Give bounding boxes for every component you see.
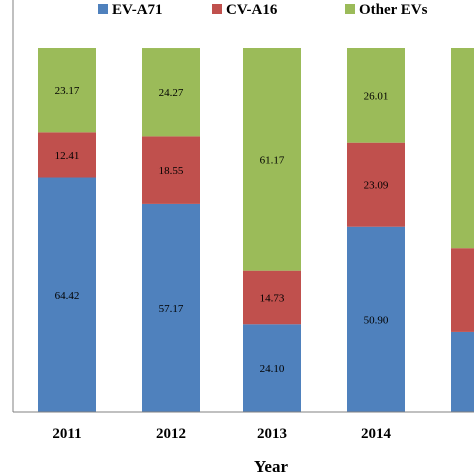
bar-segment-ev-a71-2011 <box>38 177 96 412</box>
data-label-other-evs-2013: 61.17 <box>260 154 285 166</box>
bar-segment-other-evs-2011 <box>38 48 96 133</box>
x-tick-label-2014: 2014 <box>361 426 392 442</box>
data-label-cv-a16-2012: 18.55 <box>159 165 184 177</box>
bar-segment-cv-a16-2014 <box>347 142 405 227</box>
data-label-ev-a71-2011: 64.42 <box>55 290 80 302</box>
data-label-other-evs-2011: 23.17 <box>55 85 80 97</box>
legend-swatch-ev-a71 <box>98 4 108 14</box>
data-label-ev-a71-2013: 24.10 <box>260 363 285 375</box>
bar-segment-other-evs-2 <box>451 48 474 249</box>
data-label-cv-a16-2011: 12.41 <box>55 150 80 162</box>
legend-label-ev-a71: EV-A71 <box>112 2 163 18</box>
bar-segment-other-evs-2012 <box>142 48 200 137</box>
bar-segment-cv-a16-2013 <box>243 270 301 325</box>
data-label-other-evs-2012: 24.27 <box>159 87 184 99</box>
bar-segment-cv-a16-2011 <box>38 132 96 178</box>
bars: 64.42 12.41 23.17 57.17 18.55 24.27 24.10 14.73… <box>38 48 474 412</box>
bar-segment-ev-a71-2 <box>451 331 474 412</box>
bar-segment-ev-a71-2012 <box>142 203 200 412</box>
data-label-cv-a16-2014: 23.09 <box>364 180 389 192</box>
bar-segment-other-evs-2014 <box>347 48 405 143</box>
x-tick-label-2011: 2011 <box>52 426 81 442</box>
legend-label-cv-a16: CV-A16 <box>226 2 278 18</box>
x-tick-label-2012: 2012 <box>156 426 186 442</box>
legend-swatch-cv-a16 <box>212 4 222 14</box>
bar-segment-other-evs-2013 <box>243 48 301 271</box>
bar-segment-cv-a16-2 <box>451 248 474 332</box>
data-label-other-evs-2014: 26.01 <box>364 90 389 102</box>
x-tick-labels: 20112012201320142 <box>52 426 392 442</box>
legend-label-other-evs: Other EVs <box>359 2 428 18</box>
x-axis-title: Year <box>254 457 288 474</box>
x-tick-label-2013: 2013 <box>257 426 287 442</box>
bar-segment-cv-a16-2012 <box>142 136 200 204</box>
legend-swatch-other-evs <box>345 4 355 14</box>
data-label-ev-a71-2014: 50.90 <box>364 314 389 326</box>
bar-segment-ev-a71-2013 <box>243 324 301 412</box>
data-label-ev-a71-2012: 57.17 <box>159 303 184 315</box>
bar-segment-ev-a71-2014 <box>347 226 405 412</box>
data-label-cv-a16-2013: 14.73 <box>260 292 285 304</box>
legend: EV-A71 CV-A16 Other EVs <box>98 2 428 18</box>
